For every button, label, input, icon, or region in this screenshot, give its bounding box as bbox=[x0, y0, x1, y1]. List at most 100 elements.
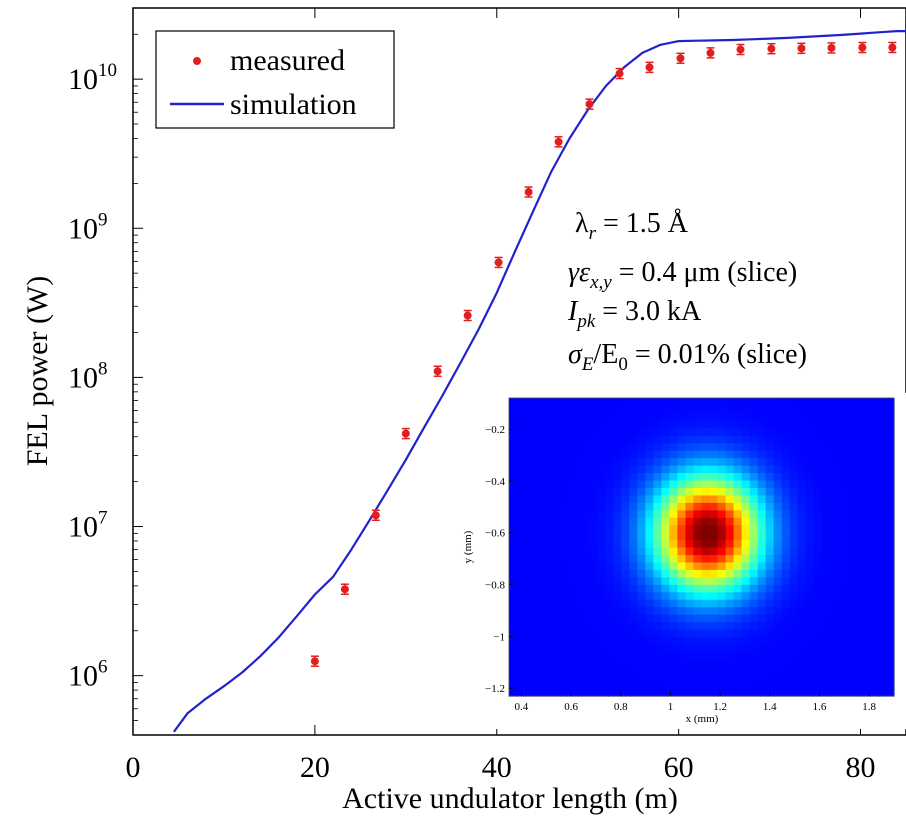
heatmap-cell bbox=[565, 450, 574, 459]
heatmap-cell bbox=[797, 576, 807, 585]
heatmap-cell bbox=[861, 606, 871, 615]
heatmap-cell bbox=[605, 479, 614, 488]
heatmap-cell bbox=[829, 547, 839, 556]
heatmap-cell bbox=[885, 688, 895, 697]
heatmap-cell bbox=[541, 554, 550, 563]
heatmap-cell bbox=[749, 442, 759, 451]
heatmap-cell bbox=[757, 472, 767, 481]
heatmap-cell bbox=[797, 643, 807, 652]
heatmap-cell bbox=[781, 502, 791, 511]
heatmap-cell bbox=[565, 435, 574, 444]
heatmap-cell bbox=[661, 584, 671, 593]
measured-point bbox=[706, 47, 715, 59]
heatmap-cell bbox=[845, 539, 855, 548]
heatmap-cell bbox=[677, 606, 687, 615]
heatmap-cell bbox=[645, 539, 654, 548]
heatmap-cell bbox=[621, 442, 630, 451]
heatmap-cell bbox=[621, 614, 630, 623]
heatmap-cell bbox=[797, 614, 807, 623]
heatmap-cell bbox=[517, 494, 526, 503]
heatmap-cell bbox=[869, 539, 879, 548]
heatmap-cell bbox=[517, 554, 526, 563]
heatmap-cell bbox=[581, 465, 590, 474]
heatmap-cell bbox=[805, 554, 815, 563]
heatmap-cell bbox=[629, 621, 638, 630]
heatmap-cell bbox=[877, 502, 887, 511]
heatmap-cell bbox=[677, 673, 687, 682]
heatmap-cell bbox=[549, 673, 558, 682]
heatmap-cell bbox=[789, 681, 799, 690]
heatmap-cell bbox=[861, 539, 871, 548]
heatmap-cell bbox=[605, 412, 614, 421]
heatmap-cell bbox=[741, 494, 751, 503]
heatmap-cell bbox=[693, 398, 703, 407]
heatmap-cell bbox=[861, 450, 871, 459]
heatmap-cell bbox=[717, 561, 727, 570]
heatmap-cell bbox=[789, 465, 799, 474]
heatmap-cell bbox=[509, 427, 518, 436]
heatmap-cell bbox=[877, 494, 887, 503]
heatmap-cell bbox=[581, 547, 590, 556]
heatmap-cell bbox=[693, 636, 703, 645]
heatmap-cell bbox=[509, 479, 518, 488]
heatmap-cell bbox=[517, 614, 526, 623]
heatmap-cell bbox=[525, 561, 534, 570]
heatmap-cell bbox=[541, 517, 550, 526]
heatmap-cell bbox=[613, 479, 622, 488]
heatmap-cell bbox=[709, 614, 719, 623]
heatmap-cell bbox=[677, 547, 687, 556]
heatmap-cell bbox=[557, 547, 566, 556]
heatmap-cell bbox=[797, 673, 807, 682]
heatmap-cell bbox=[797, 457, 807, 466]
measured-point bbox=[433, 365, 442, 377]
heatmap-cell bbox=[565, 479, 574, 488]
heatmap-cell bbox=[837, 420, 847, 429]
heatmap-cell bbox=[693, 494, 703, 503]
heatmap-cell bbox=[685, 688, 695, 697]
heatmap-cell bbox=[549, 502, 558, 511]
heatmap-cell bbox=[637, 636, 646, 645]
heatmap-cell bbox=[885, 673, 895, 682]
heatmap-cell bbox=[653, 524, 662, 533]
heatmap-cell bbox=[605, 465, 614, 474]
heatmap-cell bbox=[741, 591, 751, 600]
heatmap-cell bbox=[741, 681, 751, 690]
heatmap-cell bbox=[869, 487, 879, 496]
heatmap-cell bbox=[637, 614, 646, 623]
measured-dot bbox=[340, 585, 349, 594]
measured-series bbox=[310, 41, 897, 667]
heatmap-cell bbox=[653, 517, 662, 526]
heatmap-cell bbox=[829, 517, 839, 526]
heatmap-cell bbox=[581, 517, 590, 526]
y-tick-label: 106 bbox=[68, 657, 108, 693]
heatmap-cell bbox=[517, 450, 526, 459]
heatmap-cell bbox=[805, 487, 815, 496]
x-axis-ticks: 0 20 40 60 80 bbox=[126, 8, 876, 784]
heatmap-cell bbox=[589, 554, 598, 563]
heatmap-cell bbox=[685, 517, 695, 526]
heatmap-cell bbox=[749, 688, 759, 697]
heatmap-cell bbox=[653, 606, 662, 615]
heatmap-cell bbox=[621, 628, 630, 637]
heatmap-cell bbox=[693, 628, 703, 637]
heatmap-cell bbox=[773, 621, 783, 630]
heatmap-cell bbox=[693, 509, 703, 518]
heatmap-cell bbox=[733, 405, 743, 414]
heatmap-cell bbox=[805, 614, 815, 623]
heatmap-cell bbox=[701, 450, 711, 459]
heatmap-cell bbox=[717, 494, 727, 503]
heatmap-cell bbox=[877, 457, 887, 466]
heatmap-cell bbox=[653, 435, 662, 444]
heatmap-cell bbox=[581, 673, 590, 682]
heatmap-cell bbox=[589, 442, 598, 451]
heatmap-cell bbox=[629, 599, 638, 608]
heatmap-cell bbox=[573, 532, 582, 541]
heatmap-cell bbox=[797, 636, 807, 645]
heatmap-cell bbox=[565, 554, 574, 563]
heatmap-cell bbox=[693, 673, 703, 682]
heatmap-cell bbox=[765, 405, 775, 414]
heatmap-cell bbox=[693, 621, 703, 630]
heatmap-cell bbox=[805, 502, 815, 511]
heatmap-cell bbox=[813, 569, 823, 578]
heatmap-cell bbox=[725, 524, 735, 533]
